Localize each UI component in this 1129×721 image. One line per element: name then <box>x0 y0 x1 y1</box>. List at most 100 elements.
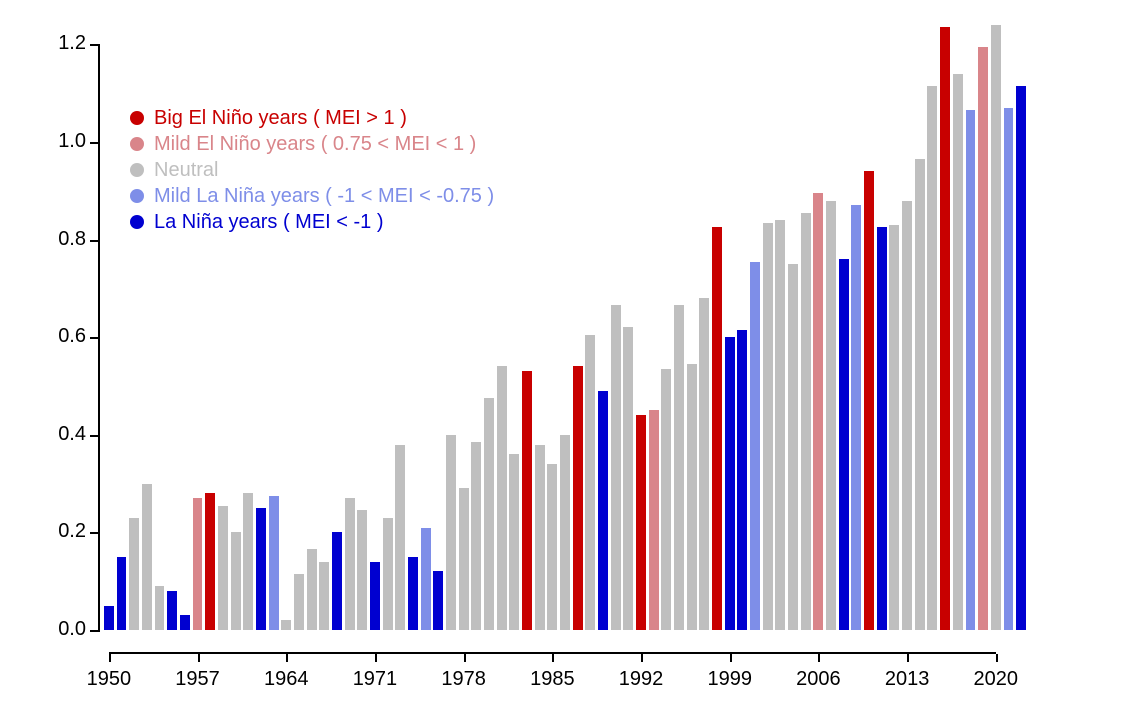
bar-2016 <box>940 27 950 630</box>
bar-2005 <box>801 213 811 630</box>
bar-1978 <box>459 488 469 630</box>
bar-1987 <box>573 366 583 630</box>
bar-2008 <box>839 259 849 630</box>
bar-1953 <box>142 484 152 630</box>
y-tick-label: 0.2 <box>58 520 86 543</box>
bar-2020 <box>991 25 1001 630</box>
bar-1982 <box>509 454 519 630</box>
bar-1983 <box>522 371 532 630</box>
bar-1970 <box>357 510 367 630</box>
y-tick-label: 1.0 <box>58 130 86 153</box>
bar-1965 <box>294 574 304 630</box>
enso-bar-chart: 0.0 0.2 0.4 0.6 0.8 1.0 1.2 1950 1957 1964 1971 197… <box>0 0 1129 721</box>
bar-2013 <box>902 201 912 630</box>
bar-2006 <box>813 193 823 630</box>
bar-2014 <box>915 159 925 630</box>
bar-2001 <box>750 262 760 630</box>
bar-1968 <box>332 532 342 630</box>
x-tick-label: 1985 <box>524 668 580 691</box>
x-tick-label: 1971 <box>347 668 403 691</box>
bar-1975 <box>421 528 431 630</box>
bar-1998 <box>712 227 722 630</box>
bar-1973 <box>395 445 405 630</box>
bar-1962 <box>256 508 266 630</box>
bar-1966 <box>307 549 317 630</box>
legend-item-mild_el_nino: Mild El Niño years ( 0.75 < MEI < 1 ) <box>130 131 494 157</box>
x-tick-label: 2020 <box>968 668 1024 691</box>
x-tick-label: 1957 <box>170 668 226 691</box>
legend-item-neutral: Neutral <box>130 157 494 183</box>
bar-1954 <box>155 586 165 630</box>
legend-dot-icon <box>130 215 144 229</box>
bar-1961 <box>243 493 253 630</box>
y-tick-label: 0.4 <box>58 423 86 446</box>
bar-1999 <box>725 337 735 630</box>
bar-1967 <box>319 562 329 630</box>
x-tick-label: 1978 <box>436 668 492 691</box>
bar-2004 <box>788 264 798 630</box>
y-tick-label: 1.2 <box>58 32 86 55</box>
bar-1964 <box>281 620 291 630</box>
legend-dot-icon <box>130 111 144 125</box>
bar-2015 <box>927 86 937 630</box>
bar-1958 <box>205 493 215 630</box>
x-tick-label: 2006 <box>790 668 846 691</box>
bar-1950 <box>104 606 114 630</box>
y-tick-label: 0.6 <box>58 325 86 348</box>
bar-2009 <box>851 205 861 630</box>
legend-label: Neutral <box>154 159 218 182</box>
bar-2010 <box>864 171 874 630</box>
y-tick-label: 0.8 <box>58 228 86 251</box>
x-tick-label: 1950 <box>81 668 137 691</box>
bar-2011 <box>877 227 887 630</box>
bar-1977 <box>446 435 456 630</box>
legend-item-la_nina: La Niña years ( MEI < -1 ) <box>130 209 494 235</box>
legend-item-mild_la_nina: Mild La Niña years ( -1 < MEI < -0.75 ) <box>130 183 494 209</box>
bar-1979 <box>471 442 481 630</box>
legend-item-big_el_nino: Big El Niño years ( MEI > 1 ) <box>130 105 494 131</box>
bar-1957 <box>193 498 203 630</box>
bar-1990 <box>611 305 621 630</box>
y-tick-label: 0.0 <box>58 618 86 641</box>
x-tick-label: 2013 <box>879 668 935 691</box>
legend-label: Mild La Niña years ( -1 < MEI < -0.75 ) <box>154 185 494 208</box>
bar-2007 <box>826 201 836 630</box>
bar-2019 <box>978 47 988 630</box>
legend-label: La Niña years ( MEI < -1 ) <box>154 211 384 234</box>
bar-1956 <box>180 615 190 630</box>
bar-2021 <box>1004 108 1014 630</box>
bar-1951 <box>117 557 127 630</box>
bar-2003 <box>775 220 785 630</box>
legend-label: Big El Niño years ( MEI > 1 ) <box>154 107 407 130</box>
bar-2012 <box>889 225 899 630</box>
bar-1969 <box>345 498 355 630</box>
legend-dot-icon <box>130 137 144 151</box>
bar-1994 <box>661 369 671 630</box>
bar-2018 <box>966 110 976 630</box>
bar-1963 <box>269 496 279 630</box>
bar-1993 <box>649 410 659 630</box>
bar-1980 <box>484 398 494 630</box>
bar-1986 <box>560 435 570 630</box>
bar-1960 <box>231 532 241 630</box>
bar-1972 <box>383 518 393 630</box>
bar-1989 <box>598 391 608 630</box>
legend-dot-icon <box>130 163 144 177</box>
bar-1992 <box>636 415 646 630</box>
bar-2022 <box>1016 86 1026 630</box>
bar-2017 <box>953 74 963 630</box>
bar-1996 <box>687 364 697 630</box>
bar-1991 <box>623 327 633 630</box>
bar-1981 <box>497 366 507 630</box>
bar-2000 <box>737 330 747 630</box>
x-tick-label: 1999 <box>702 668 758 691</box>
bar-1985 <box>547 464 557 630</box>
bar-1976 <box>433 571 443 630</box>
x-tick-label: 1964 <box>258 668 314 691</box>
bar-1997 <box>699 298 709 630</box>
bar-1984 <box>535 445 545 630</box>
x-tick-label: 1992 <box>613 668 669 691</box>
bar-1971 <box>370 562 380 630</box>
bar-2002 <box>763 223 773 630</box>
bar-1988 <box>585 335 595 630</box>
